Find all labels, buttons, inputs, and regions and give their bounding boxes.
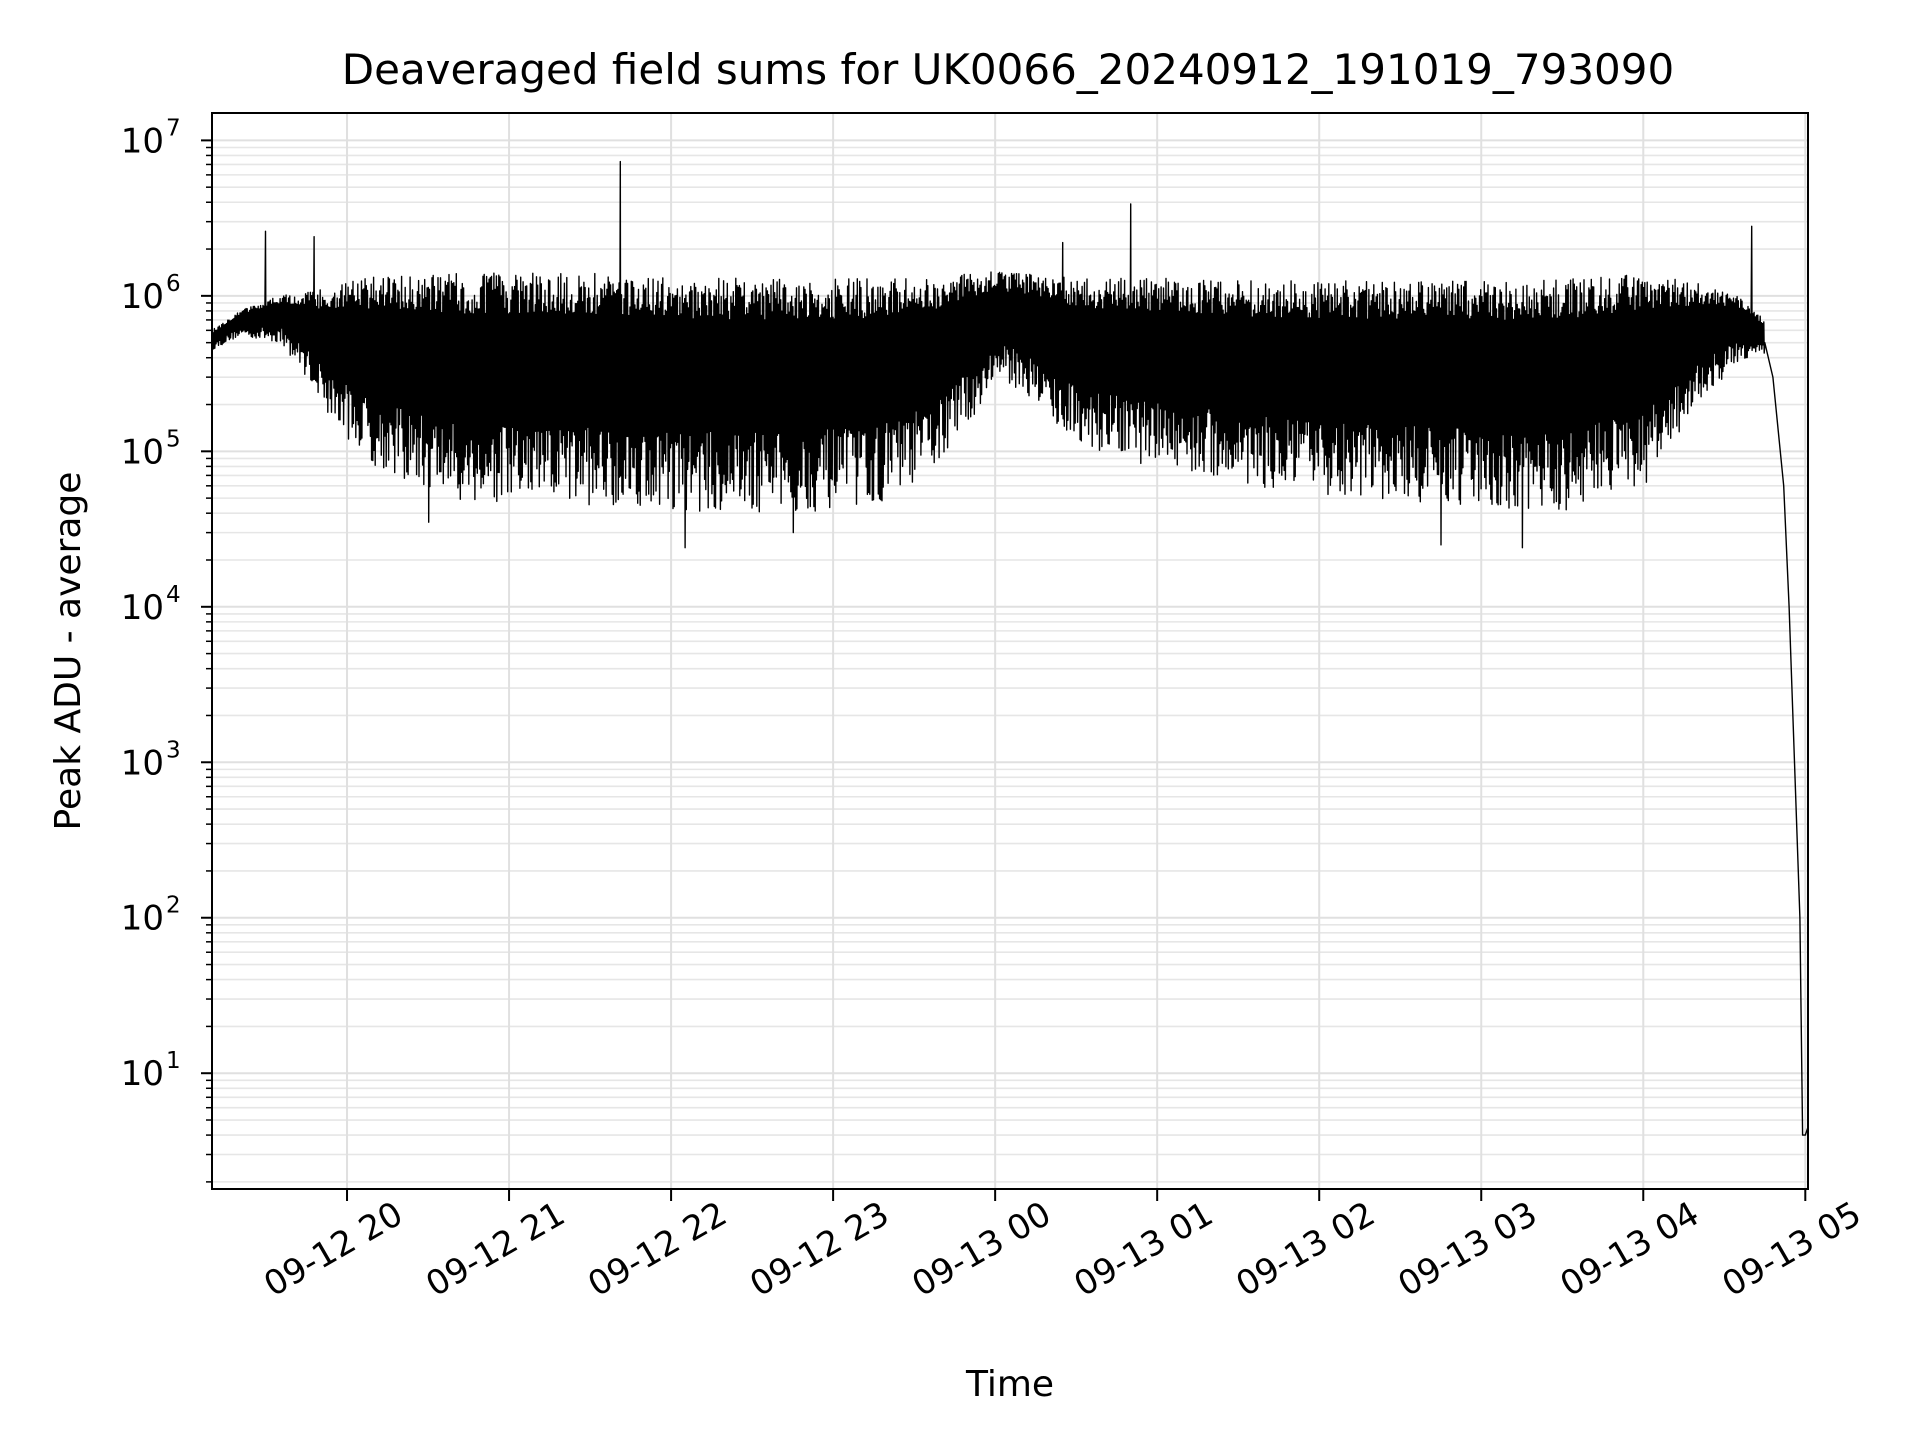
y-tick-exponent: 7 [166, 115, 181, 141]
y-tick-label: 10 [121, 432, 164, 472]
x-axis-label: Time [965, 1364, 1054, 1405]
y-axis-label: Peak ADU - average [48, 472, 89, 831]
plot-frame [211, 112, 1809, 1190]
plot-area [211, 160, 1809, 1136]
y-tick-exponent: 1 [166, 1048, 181, 1074]
y-tick-label: 10 [121, 588, 164, 628]
y-tick-label: 10 [121, 743, 164, 783]
y-tick-label: 10 [121, 899, 164, 939]
y-tick-label: 10 [121, 121, 164, 161]
y-tick-label: 10 [121, 1054, 164, 1094]
series-line [211, 160, 1809, 1136]
y-tick-exponent: 2 [166, 893, 181, 919]
y-tick-exponent: 4 [166, 582, 181, 608]
chart-title: Deaveraged field sums for UK0066_2024091… [342, 45, 1674, 94]
y-tick-exponent: 3 [166, 737, 181, 763]
y-tick-exponent: 6 [166, 271, 181, 297]
y-tick-exponent: 5 [166, 426, 181, 452]
y-tick-label: 10 [121, 277, 164, 317]
